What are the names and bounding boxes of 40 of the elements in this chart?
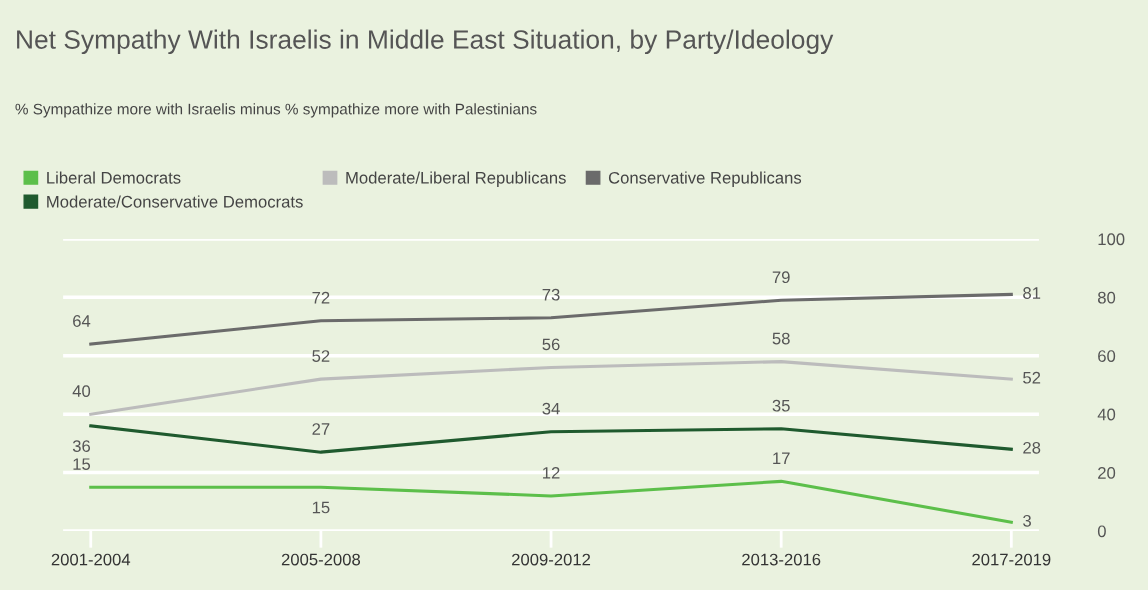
line-series xyxy=(89,360,1013,416)
x-tick-label: 2017-2019 xyxy=(972,553,1051,566)
data-label: 27 xyxy=(312,423,330,435)
y-tick-label: 60 xyxy=(1098,350,1116,362)
legend-label: Moderate/Liberal Republicans xyxy=(346,171,566,187)
y-tick-label: 20 xyxy=(1098,466,1116,479)
data-label: 34 xyxy=(542,402,560,415)
line-series xyxy=(89,479,1013,524)
legend-label: Liberal Democrats xyxy=(47,171,181,184)
x-tick-label: 2013-2016 xyxy=(742,553,821,566)
legend-label: Moderate/Conservative Democrats xyxy=(47,195,303,208)
y-tick-label: 0 xyxy=(1097,525,1106,538)
line-series xyxy=(89,424,1013,454)
data-label: 73 xyxy=(542,288,560,301)
data-label: 81 xyxy=(1023,287,1041,299)
chart-subtitle: % Sympathize more with Israelis minus % sympathize more with Palestinians xyxy=(15,103,537,118)
data-label: 72 xyxy=(312,291,330,304)
data-label: 3 xyxy=(1023,514,1031,527)
x-tick-label: 2009-2012 xyxy=(512,553,591,566)
data-label: 35 xyxy=(772,399,790,412)
data-label: 15 xyxy=(312,501,330,514)
data-label: 15 xyxy=(73,458,91,471)
y-tick-label: 100 xyxy=(1098,233,1125,246)
data-label: 52 xyxy=(312,350,330,362)
data-label: 79 xyxy=(772,271,790,284)
data-label: 52 xyxy=(1023,371,1041,384)
data-label: 64 xyxy=(73,315,91,327)
data-label: 58 xyxy=(772,332,790,345)
chart-title: Net Sympathy With Israelis in Middle East Situation, by Party/Ideology xyxy=(17,29,834,55)
data-label: 56 xyxy=(542,338,560,351)
y-tick-label: 40 xyxy=(1097,408,1116,421)
legend-label: Conservative Republicans xyxy=(608,171,802,187)
x-tick-label: 2001-2004 xyxy=(51,553,131,566)
data-label: 36 xyxy=(72,440,91,452)
data-label: 12 xyxy=(543,466,560,479)
x-tick-label: 2005-2008 xyxy=(281,553,361,566)
data-label: 40 xyxy=(72,385,91,397)
data-label: 17 xyxy=(773,452,790,464)
data-label: 28 xyxy=(1023,441,1041,454)
y-tick-label: 80 xyxy=(1098,291,1116,304)
